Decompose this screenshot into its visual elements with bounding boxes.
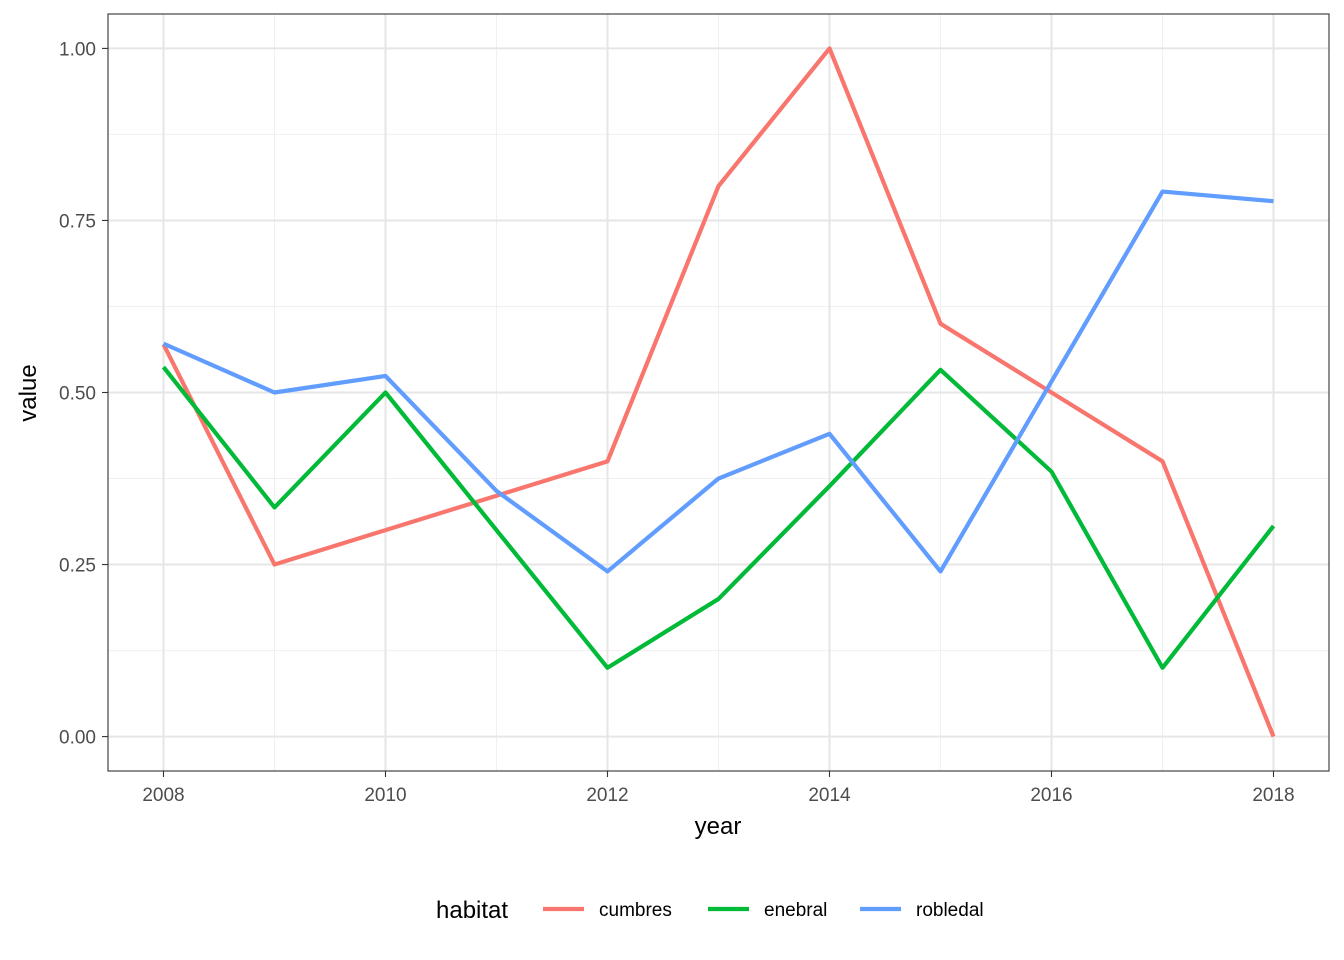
- x-tick-label: 2016: [1030, 785, 1072, 806]
- legend-label-robledal: robledal: [916, 900, 984, 921]
- x-tick-label: 2012: [586, 785, 628, 806]
- y-axis-title: value: [15, 364, 42, 421]
- y-tick-label: 0.00: [59, 728, 96, 749]
- legend-label-cumbres: cumbres: [599, 900, 672, 921]
- series-lines: [161, 46, 1276, 738]
- x-axis-title: year: [695, 813, 742, 840]
- series-line-cumbres: [161, 46, 1276, 738]
- series-line-robledal: [162, 189, 1274, 574]
- y-tick-label: 0.50: [59, 384, 96, 405]
- y-tick-label: 0.25: [59, 556, 96, 577]
- y-tick-label: 1.00: [59, 39, 96, 60]
- x-axis: 2008 2010 2012 2014 2016 2018: [142, 771, 1295, 806]
- legend-title: habitat: [436, 897, 508, 924]
- x-tick-label: 2010: [364, 785, 406, 806]
- legend-label-enebral: enebral: [764, 900, 827, 921]
- y-axis: 0.00 0.25 0.50 0.75 1.00: [59, 39, 108, 749]
- y-tick-label: 0.75: [59, 211, 96, 232]
- x-tick-label: 2014: [808, 785, 851, 806]
- legend: habitat cumbres enebral robledal: [436, 897, 984, 924]
- x-tick-label: 2008: [142, 785, 184, 806]
- series-line-enebral: [161, 365, 1276, 670]
- x-tick-label: 2018: [1252, 785, 1294, 806]
